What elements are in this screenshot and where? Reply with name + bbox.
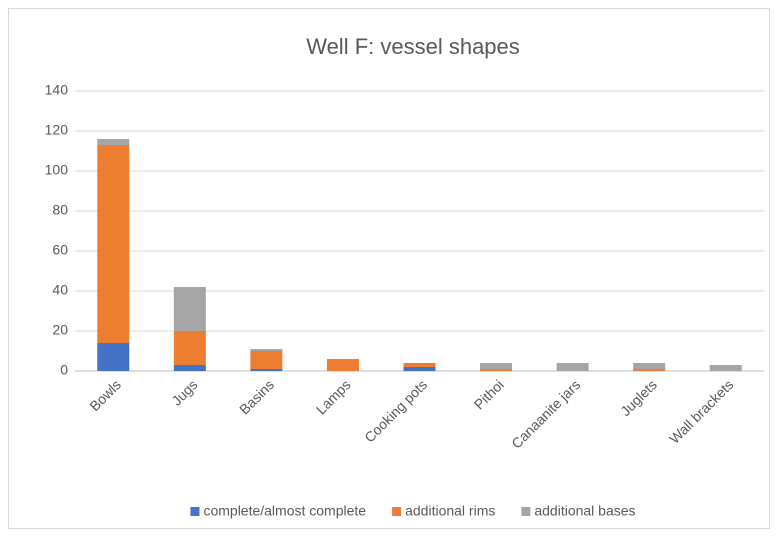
bar-segment (173, 287, 206, 331)
y-tick-label: 60 (52, 242, 68, 258)
bar-segment (633, 363, 666, 369)
y-tick-label: 20 (52, 322, 68, 338)
bar-segment (403, 367, 436, 371)
bar-segment (97, 145, 130, 343)
bar-segment (480, 369, 513, 371)
legend-label: complete/almost complete (203, 503, 366, 519)
y-tick-label: 140 (45, 82, 69, 98)
y-tick-label: 100 (45, 162, 69, 178)
bar-segment (556, 363, 589, 371)
chart-frame (8, 8, 770, 529)
bar-segment (709, 365, 742, 371)
legend-swatch (521, 507, 531, 516)
legend-swatch (190, 507, 200, 516)
y-tick-label: 80 (52, 202, 68, 218)
y-tick-label: 0 (60, 362, 68, 378)
bar-segment (633, 369, 666, 371)
bar-segment (403, 363, 436, 367)
bar-segment (250, 351, 283, 369)
bar-segment (326, 359, 359, 371)
y-tick-label: 120 (45, 122, 69, 138)
legend-label: additional rims (405, 503, 495, 519)
legend-label: additional bases (534, 503, 635, 519)
bar-segment (173, 331, 206, 365)
bar-segment (97, 139, 130, 145)
y-tick-label: 40 (52, 282, 68, 298)
bar-segment (173, 365, 206, 371)
chart-title: Well F: vessel shapes (306, 34, 520, 59)
legend-swatch (392, 507, 402, 516)
bar-segment (97, 343, 130, 371)
bar-segment (250, 369, 283, 371)
bar-segment (250, 349, 283, 351)
bar-segment (480, 363, 513, 369)
